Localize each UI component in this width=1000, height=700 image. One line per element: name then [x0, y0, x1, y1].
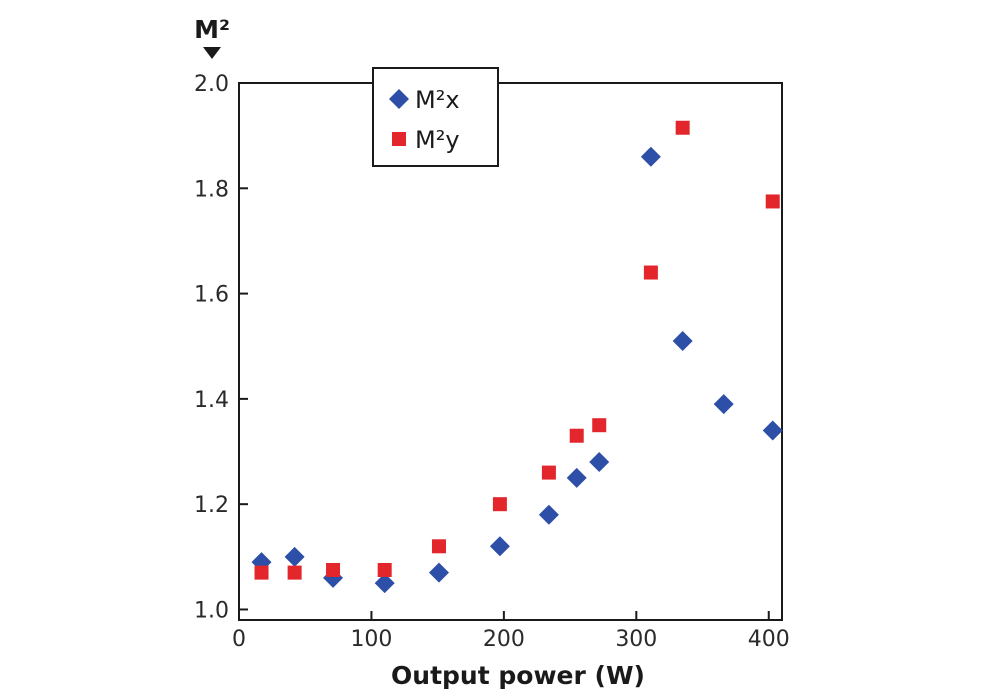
data-point: [284, 546, 305, 567]
data-point: [489, 536, 510, 557]
data-point: [431, 539, 446, 554]
data-point: [592, 418, 607, 433]
legend-marker: [392, 132, 406, 146]
x-tick-label: 400: [748, 627, 790, 652]
data-point: [589, 452, 610, 473]
data-point: [541, 465, 556, 480]
series-2: [254, 120, 780, 580]
data-point: [287, 565, 302, 580]
y-tick-label: 2.0: [194, 72, 229, 97]
data-point: [377, 562, 392, 577]
data-point: [765, 194, 780, 209]
data-point: [492, 497, 507, 512]
y-axis-arrow-icon: [203, 47, 221, 59]
data-point: [569, 428, 584, 443]
x-tick-label: 100: [350, 627, 392, 652]
data-point: [538, 504, 559, 525]
data-point: [762, 420, 783, 441]
data-point: [643, 265, 658, 280]
data-point: [566, 467, 587, 488]
x-tick-label: 300: [615, 627, 657, 652]
legend-box: [372, 67, 499, 167]
y-tick-label: 1.6: [194, 283, 229, 308]
x-tick-label: 0: [232, 627, 246, 652]
legend-label: M²x: [415, 86, 460, 114]
plot-frame: [238, 82, 783, 621]
data-point: [428, 562, 449, 583]
data-point: [713, 394, 734, 415]
data-points: [251, 120, 783, 594]
x-tick-label: 200: [483, 627, 525, 652]
y-tick-label: 1.4: [194, 388, 229, 413]
y-axis-title: M²: [194, 15, 230, 44]
series-1: [251, 146, 783, 594]
y-tick-label: 1.0: [194, 598, 229, 623]
x-axis-title: Output power (W): [391, 661, 645, 690]
data-point: [640, 146, 661, 167]
y-tick-label: 1.8: [194, 177, 229, 202]
data-point: [672, 330, 693, 351]
axes: [238, 82, 783, 621]
data-point: [326, 562, 341, 577]
y-tick-label: 1.2: [194, 493, 229, 518]
data-point: [374, 573, 395, 594]
data-point: [675, 120, 690, 135]
legend-marker: [389, 89, 409, 109]
legend: M²x M²y: [372, 67, 499, 167]
data-point: [254, 565, 269, 580]
legend-label: M²y: [415, 126, 460, 154]
ticks: 0 100 200 300 400 1.0 1.2 1.4 1.6 1.8 2.0: [194, 72, 790, 652]
